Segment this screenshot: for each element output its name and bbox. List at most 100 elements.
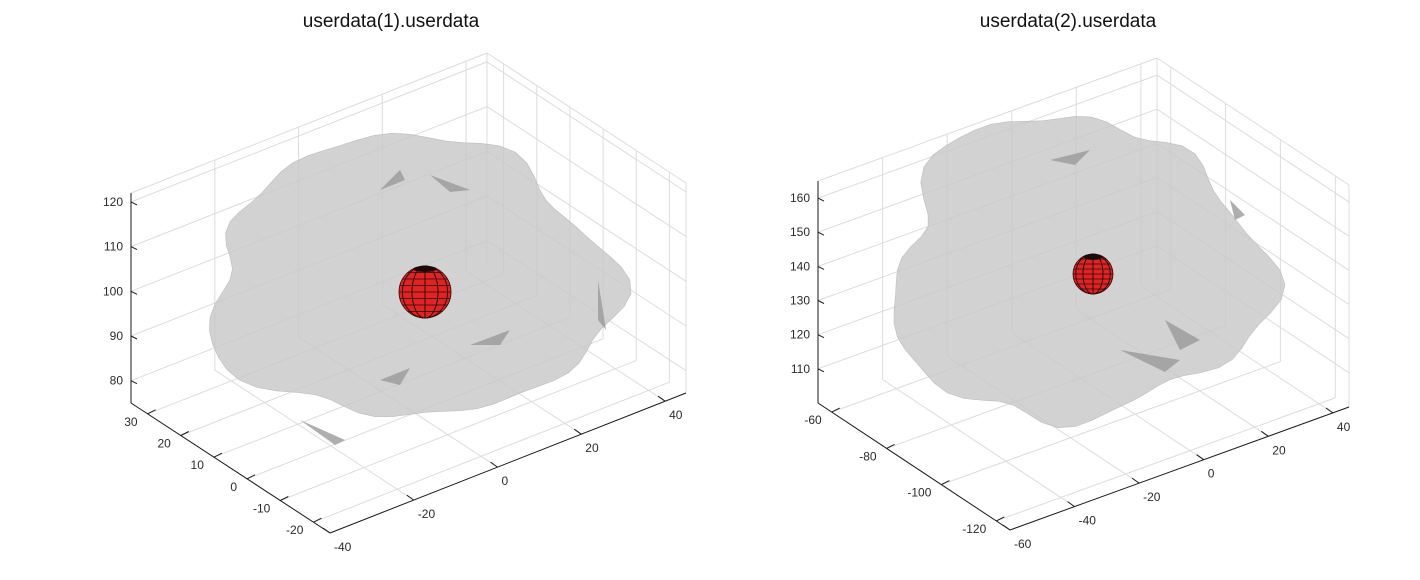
gridline — [941, 361, 1281, 486]
x-tick-label: -20 — [1143, 490, 1161, 504]
z-tick-label: 80 — [110, 374, 124, 388]
surface-fold — [470, 330, 510, 345]
x-tick — [657, 395, 666, 402]
y-tick — [831, 407, 840, 413]
y-tick-label: 10 — [191, 458, 205, 472]
y-tick-label: -120 — [962, 522, 986, 536]
x-tick — [490, 461, 498, 468]
x-tick — [1325, 407, 1334, 414]
chart-canvas: userdata(1).userdata 1201101009080302010… — [103, 11, 687, 554]
y-tick-label: 30 — [124, 415, 138, 429]
axes: 160 150 140 130 120 110 -60 -80 -100 -120 -60 -40 -2… — [790, 181, 1351, 551]
y-tick — [180, 431, 190, 436]
gridline — [996, 397, 1336, 522]
x-tick-label: -40 — [1079, 514, 1097, 528]
plot-userdata-2: userdata(2).userdata 160 150 140 130 120 110 -… — [710, 0, 1420, 580]
surface-fold — [598, 280, 606, 330]
y-tick-label: -20 — [286, 523, 304, 537]
z-tick — [130, 335, 138, 340]
x-tick-label: 0 — [1208, 467, 1215, 481]
sphere — [1072, 253, 1114, 295]
y-tick-label: -80 — [859, 449, 877, 463]
x-tick-label: 0 — [502, 474, 509, 488]
y-tick — [996, 516, 1005, 522]
box-edge — [1156, 57, 1350, 186]
z-tick-label: 110 — [104, 240, 123, 254]
z-tick — [130, 290, 138, 295]
y-tick — [313, 517, 322, 523]
z-tick — [817, 197, 825, 202]
z-tick-label: 120 — [103, 195, 123, 209]
z-tick-label: 100 — [103, 284, 123, 298]
plot-area — [893, 116, 1286, 429]
gridline — [1156, 108, 1350, 237]
surface-fold — [1120, 350, 1180, 372]
gridline — [130, 61, 488, 203]
box-edge — [486, 52, 687, 184]
z-tick-label: 150 — [790, 225, 810, 239]
gridline — [1156, 74, 1350, 203]
y-tick-label: -100 — [907, 486, 931, 500]
x-tick — [406, 494, 415, 501]
y-tick — [213, 452, 223, 458]
z-tick — [817, 265, 825, 270]
y-tick-label: -60 — [804, 413, 822, 427]
x-tick — [574, 428, 582, 435]
chart-title: userdata(1).userdata — [303, 11, 480, 32]
y-tick-label: -10 — [253, 502, 271, 516]
gridline — [280, 360, 637, 501]
surface-fold — [380, 368, 410, 385]
x-tick-label: 20 — [585, 441, 599, 455]
z-tick — [130, 380, 138, 385]
surface-fold — [1050, 150, 1090, 165]
z-tick-label: 130 — [790, 294, 810, 308]
x-tick — [1131, 477, 1140, 484]
plot-userdata-1: userdata(1).userdata 120 110 100 90 80 30 20 10… — [103, 11, 687, 554]
x-tick-label: 40 — [1337, 420, 1351, 434]
y-axis — [130, 402, 331, 534]
chart-canvas: userdata(2).userdata 160 150 140 130 120 110 -… — [790, 11, 1351, 551]
gridline — [486, 61, 687, 193]
y-tick-label: 20 — [157, 437, 171, 451]
sphere — [398, 265, 452, 319]
y-axis — [817, 402, 1011, 531]
z-tick-label: 120 — [790, 328, 810, 342]
x-tick — [1261, 430, 1269, 437]
y-tick — [941, 480, 950, 486]
surface-fold — [380, 170, 405, 190]
y-tick — [147, 409, 156, 415]
x-tick-label: -60 — [1014, 537, 1032, 551]
z-tick — [817, 368, 825, 373]
z-tick — [817, 231, 825, 236]
x-tick-label: -20 — [418, 507, 436, 521]
z-tick-label: 110 — [791, 362, 810, 376]
chart-title: userdata(2).userdata — [980, 11, 1157, 32]
box-edge — [817, 57, 1158, 182]
x-axis — [1009, 406, 1350, 531]
y-tick — [246, 474, 256, 480]
x-tick — [1067, 501, 1075, 508]
z-tick — [130, 201, 138, 206]
sphere-pole — [413, 266, 437, 272]
z-tick — [817, 334, 825, 339]
surface-fold — [1230, 200, 1245, 220]
surface-fold — [430, 175, 470, 192]
x-tick-label: 40 — [669, 408, 683, 422]
z-tick-label: 140 — [790, 259, 810, 273]
x-tick — [322, 527, 331, 534]
y-tick — [280, 496, 289, 501]
box-edge — [130, 52, 488, 194]
y-tick — [886, 443, 895, 449]
gridline — [486, 106, 687, 238]
sphere-pole — [1084, 254, 1102, 260]
x-tick — [1002, 524, 1011, 531]
plot-area — [209, 132, 632, 445]
z-tick-label: 90 — [110, 329, 124, 343]
z-tick — [817, 300, 825, 304]
x-tick-label: 20 — [1272, 443, 1286, 457]
gridline — [313, 381, 670, 523]
gridline — [882, 379, 1075, 508]
x-tick — [1196, 454, 1204, 461]
gridline — [214, 369, 415, 501]
